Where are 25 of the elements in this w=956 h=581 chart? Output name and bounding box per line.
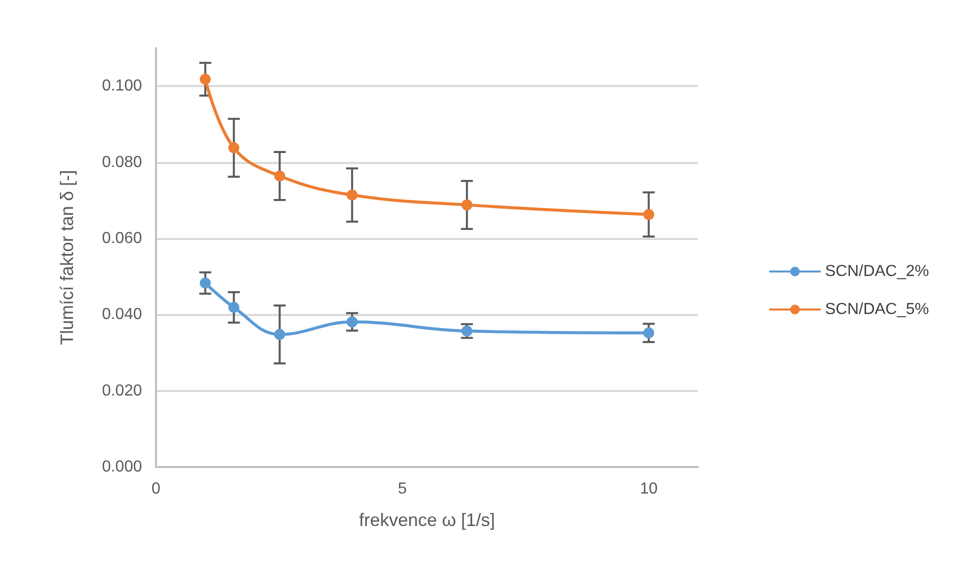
point [643, 208, 654, 220]
point [228, 302, 240, 313]
legend-label: SCN/DAC_2% [824, 263, 929, 280]
x-axis-title: frekvence ω [1/s] [358, 510, 496, 530]
point [200, 278, 211, 289]
point [346, 190, 358, 201]
point [200, 74, 211, 85]
point [274, 328, 286, 340]
x-tick-label: 0 [152, 480, 161, 498]
x-tick-label: 10 [640, 480, 658, 498]
point [228, 142, 240, 154]
y-tick-label: 0.060 [102, 230, 142, 247]
y-tick-label: 0.000 [102, 458, 142, 476]
x-tick-label: 5 [398, 480, 407, 498]
point [274, 170, 286, 182]
y-tick-label: 0.040 [102, 306, 142, 324]
point [643, 327, 654, 338]
point [461, 326, 472, 337]
point [461, 199, 472, 210]
y-tick-label: 0.100 [102, 78, 142, 95]
y-tick-label: 0.020 [102, 382, 142, 400]
y-axis-title: Tlumící faktor tan δ [-] [57, 170, 77, 346]
legend-label: SCN/DAC_5% [824, 301, 929, 318]
y-tick-label: 0.080 [102, 154, 142, 171]
point [346, 316, 358, 328]
